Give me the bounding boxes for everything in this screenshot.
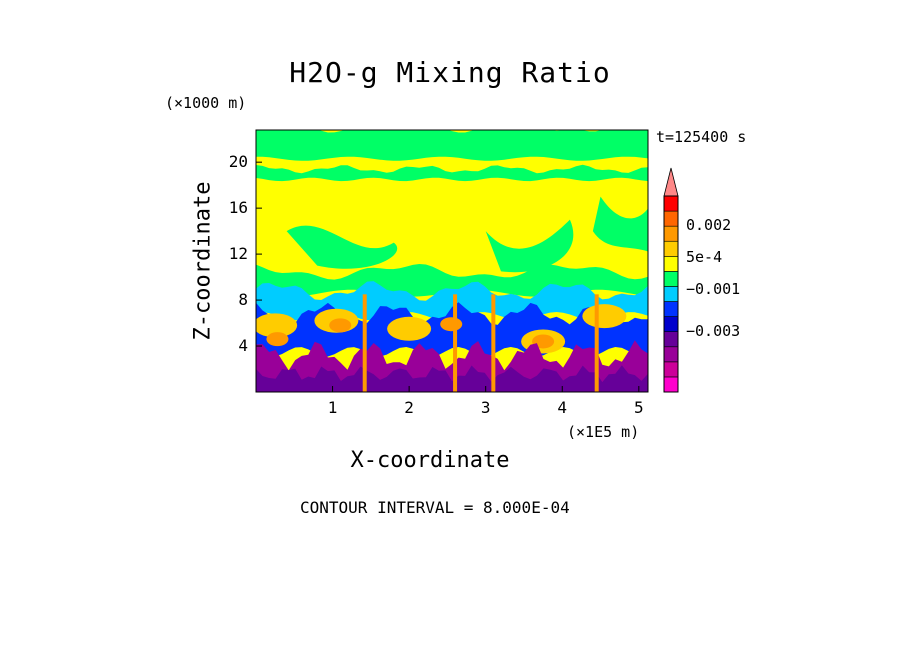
patch-green-2 [485,219,574,273]
orange-patch-1 [266,332,289,347]
colorbar-tick-label: −0.001 [686,279,741,298]
y-tick-label: 20 [228,152,248,172]
patch-green-3 [592,196,648,252]
x-tick-label: 4 [557,398,568,417]
timestamp-label: t=125400 s [656,128,747,146]
warm-patch-3 [387,316,432,341]
colorbar-swatch [663,316,679,332]
colorbar-swatch [663,210,679,227]
colorbar-tick-label: −0.003 [686,322,741,341]
plume-1 [362,294,367,392]
colorbar-tick-label: 5e-4 [686,247,723,266]
y-axis-unit: (×1000 m) [165,94,247,112]
plume-3 [491,294,496,392]
y-tick-label: 4 [238,336,248,356]
colorbar-swatch [663,225,679,242]
warm-patch-5 [582,304,627,329]
colorbar-frame [663,195,679,393]
colorbar-swatch [663,361,679,378]
colorbar-swatch [663,376,679,393]
colorbar-swatch [663,256,679,272]
axis-ticks [256,161,640,392]
x-tick-label: 2 [404,398,414,417]
x-axis-label: X-coordinate [350,448,510,473]
colorbar-swatch [663,195,679,212]
colorbar-swatch [663,301,679,317]
colorbar-swatch [663,240,679,257]
band-cyan [256,281,648,321]
contour-field [256,130,648,392]
colorbar-swatch [663,271,679,287]
x-axis-unit: (×1E5 m) [567,423,640,441]
plot-frame [255,129,649,393]
plume-4 [594,294,599,392]
band-green-stripe [256,164,648,182]
y-tick-label: 12 [228,244,248,264]
y-tick-label: 16 [228,198,248,218]
colorbar-extend-arrow [663,167,679,197]
colorbar [663,167,679,393]
orange-patch-4 [440,317,463,332]
band-dark-purple [256,365,648,392]
x-tick-label: 5 [633,398,644,417]
x-tick-label: 3 [480,398,491,417]
chart-title: H2O-g Mixing Ratio [289,56,611,89]
band-upper-green [256,130,648,161]
colorbar-swatch [663,286,679,302]
x-tick-label: 1 [327,398,338,417]
plume-2 [453,294,458,392]
colorbar-swatch [663,331,679,348]
contour-interval-label: CONTOUR INTERVAL = 8.000E-04 [300,498,570,517]
colorbar-tick-label: 0.002 [686,215,732,234]
patch-green-1 [286,225,398,269]
warm-patch-1 [256,313,298,338]
colorbar-swatch [663,346,679,363]
orange-patch-2 [329,318,352,333]
y-tick-label: 8 [238,290,248,310]
